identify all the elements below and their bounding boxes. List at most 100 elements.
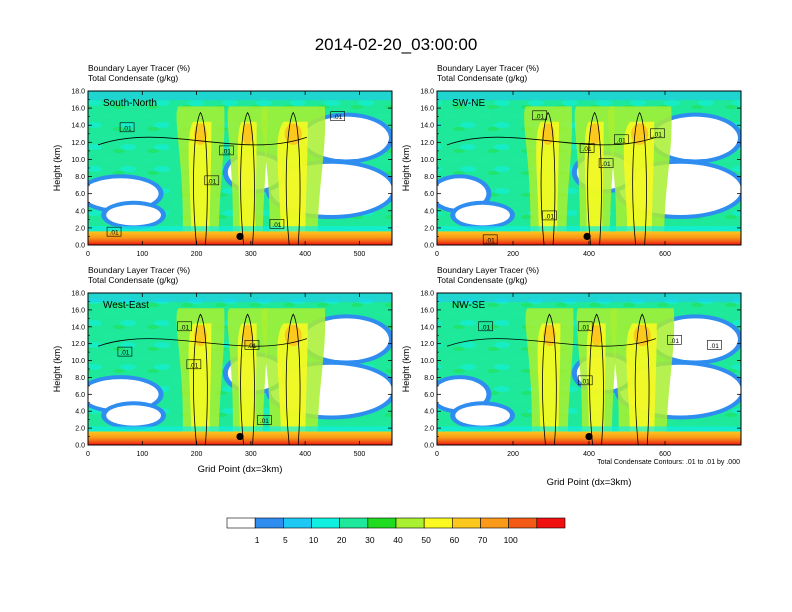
x-tick-label: 600 xyxy=(659,251,671,258)
y-tick-label: 10.0 xyxy=(420,157,434,164)
panel-header-line1: Boundary Layer Tracer (%) xyxy=(437,265,539,275)
contour-label-box xyxy=(532,110,547,121)
contour-label: .01 xyxy=(189,362,198,369)
y-tick-label: 18.0 xyxy=(71,89,85,96)
figure-title: 2014-02-20_03:00:00 xyxy=(315,35,478,54)
x-tick-label: 400 xyxy=(299,451,311,458)
contour-label: .01 xyxy=(260,418,269,425)
tower-peak xyxy=(194,123,207,145)
y-tick-label: 0.0 xyxy=(75,443,85,450)
colorbar-label: 5 xyxy=(283,535,288,545)
tower-peak xyxy=(543,324,556,347)
colorbar-segment xyxy=(423,517,453,529)
y-tick-label: 0.0 xyxy=(424,443,434,450)
contour-label-box xyxy=(598,158,614,169)
upper-fringe xyxy=(437,293,741,303)
tower-peak xyxy=(541,123,555,145)
tower-core xyxy=(237,323,257,445)
y-tick-label: 6.0 xyxy=(424,191,434,198)
y-tick-label: 18.0 xyxy=(71,291,85,298)
colorbar-segment xyxy=(508,517,538,529)
panel-header-line2: Total Condensate (g/kg) xyxy=(437,275,527,285)
x-tick-label: 200 xyxy=(507,451,519,458)
contour-label: .01 xyxy=(120,350,129,357)
y-tick-label: 4.0 xyxy=(75,208,85,215)
y-tick-label: 4.0 xyxy=(424,208,434,215)
colorbar-label: 50 xyxy=(421,535,431,545)
contour-label: .01 xyxy=(272,222,281,229)
panel-name: West-East xyxy=(103,300,149,311)
x-tick-label: 200 xyxy=(191,251,203,258)
x-tick-label: 0 xyxy=(435,251,439,258)
condensate-contours xyxy=(97,313,308,445)
contour-label: .01 xyxy=(222,148,231,155)
colorbar-segment xyxy=(226,517,256,529)
contour-label: .01 xyxy=(207,178,216,185)
contour-label-box xyxy=(478,321,493,332)
x-axis-label: Grid Point (dx=3km) xyxy=(198,464,283,475)
upper-fringe xyxy=(88,293,392,303)
tower-core xyxy=(623,121,655,245)
contour-label-box xyxy=(204,175,220,186)
contour-label-box xyxy=(707,340,722,350)
x-tick-label: 0 xyxy=(86,451,90,458)
tower-peak xyxy=(591,324,602,347)
panel-name: SW-NE xyxy=(452,98,485,109)
x-tick-label: 400 xyxy=(299,251,311,258)
contour-label: .01 xyxy=(670,338,679,345)
panel-south-north: Boundary Layer Tracer (%)Total Condensat… xyxy=(52,63,393,258)
panel-name: NW-SE xyxy=(452,300,485,311)
tower-peak xyxy=(284,123,302,145)
contour-note: Total Condensate Contours: .01 to .01 by… xyxy=(597,459,740,466)
contour-label-box xyxy=(577,375,593,386)
contour-label-box xyxy=(177,321,192,332)
y-tick-label: 16.0 xyxy=(420,106,434,113)
condensate-contours xyxy=(97,111,308,245)
x-tick-label: 300 xyxy=(245,451,257,458)
y-tick-label: 16.0 xyxy=(420,307,434,314)
y-tick-label: 6.0 xyxy=(75,191,85,198)
condensate-contours xyxy=(446,111,657,245)
contour-label: .01 xyxy=(602,161,611,168)
x-tick-label: 0 xyxy=(86,251,90,258)
y-tick-label: 14.0 xyxy=(71,324,85,331)
y-axis-label: Height (km) xyxy=(52,145,62,192)
panel-header-line2: Total Condensate (g/kg) xyxy=(88,73,178,83)
contour-label-box xyxy=(613,134,629,145)
colorbar-label: 20 xyxy=(337,535,347,545)
panel-header-line1: Boundary Layer Tracer (%) xyxy=(437,63,539,73)
x-tick-label: 200 xyxy=(507,251,519,258)
y-tick-label: 8.0 xyxy=(75,375,85,382)
colorbar-label: 30 xyxy=(365,535,375,545)
y-axis-label: Height (km) xyxy=(52,346,62,393)
contour-label-box xyxy=(119,122,135,133)
x-tick-label: 500 xyxy=(354,451,366,458)
colorbar-segment xyxy=(311,517,340,529)
tracer-field: .01 .01 .01 .01 .01 xyxy=(88,293,392,445)
contour-label-box xyxy=(257,415,272,425)
y-tick-label: 16.0 xyxy=(71,307,85,314)
boundary-layer-top xyxy=(88,426,392,432)
y-tick-label: 0.0 xyxy=(75,243,85,250)
clear-air xyxy=(652,116,738,160)
location-marker xyxy=(236,232,244,241)
x-tick-label: 0 xyxy=(435,451,439,458)
tracer-field: .01 .01 .01 .01 .01 .01 .01 xyxy=(437,91,741,245)
contour-label: .01 xyxy=(486,237,495,244)
y-tick-label: 18.0 xyxy=(420,89,434,96)
contour-label-box xyxy=(577,321,593,332)
panel-west-east: Boundary Layer Tracer (%)Total Condensat… xyxy=(52,265,393,475)
colorbar-segment xyxy=(536,517,566,529)
colorbar-segment xyxy=(254,517,284,529)
y-tick-label: 12.0 xyxy=(420,140,434,147)
y-tick-label: 8.0 xyxy=(75,174,85,181)
colorbar-label: 100 xyxy=(504,535,518,545)
contour-label: .01 xyxy=(180,324,189,331)
y-tick-label: 14.0 xyxy=(71,123,85,130)
contour-label-box xyxy=(117,346,133,357)
panel-header-line1: Boundary Layer Tracer (%) xyxy=(88,265,190,275)
y-tick-label: 16.0 xyxy=(71,106,85,113)
y-tick-label: 12.0 xyxy=(71,140,85,147)
tower-peak xyxy=(633,324,651,347)
